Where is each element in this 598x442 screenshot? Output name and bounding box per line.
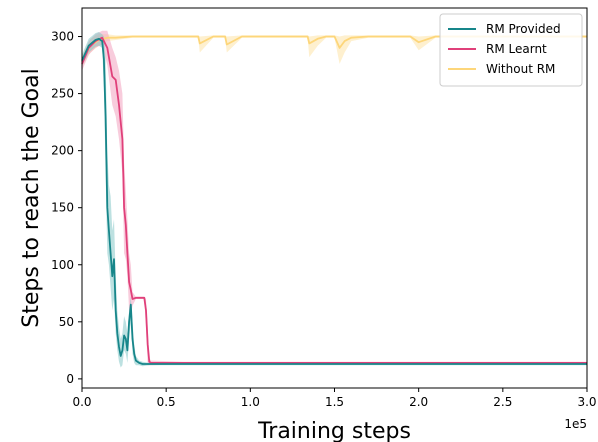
x-tick-label: 0.5 xyxy=(157,395,176,409)
y-tick-label: 100 xyxy=(51,258,74,272)
x-tick-label: 0.0 xyxy=(72,395,91,409)
x-tick-label: 2.0 xyxy=(409,395,428,409)
x-tick-label: 3.0 xyxy=(577,395,596,409)
legend-label: Without RM xyxy=(486,62,555,76)
legend-label: RM Provided xyxy=(486,22,561,36)
x-tick-label: 1.0 xyxy=(241,395,260,409)
y-tick-label: 50 xyxy=(59,315,74,329)
y-tick-label: 300 xyxy=(51,30,74,44)
x-tick-label: 2.5 xyxy=(493,395,512,409)
y-tick-label: 0 xyxy=(66,372,74,386)
y-axis-label: Steps to reach the Goal xyxy=(19,68,44,327)
x-tick-label: 1.5 xyxy=(325,395,344,409)
y-tick-label: 150 xyxy=(51,201,74,215)
y-tick-label: 200 xyxy=(51,144,74,158)
legend: RM Provided RM Learnt Without RM xyxy=(439,13,583,87)
band-without-rm xyxy=(82,34,587,68)
y-axis-ticks: 0 50 100 150 200 250 300 xyxy=(51,30,82,386)
x-axis-scale-label: 1e5 xyxy=(564,417,587,431)
line-rm-learnt xyxy=(81,36,587,364)
x-axis-ticks: 0.0 0.5 1.0 1.5 2.0 2.5 3.0 xyxy=(72,388,597,409)
legend-label: RM Learnt xyxy=(486,42,547,56)
line-rm-provided xyxy=(81,37,587,365)
y-tick-label: 250 xyxy=(51,87,74,101)
x-axis-label: Training steps xyxy=(257,419,411,442)
